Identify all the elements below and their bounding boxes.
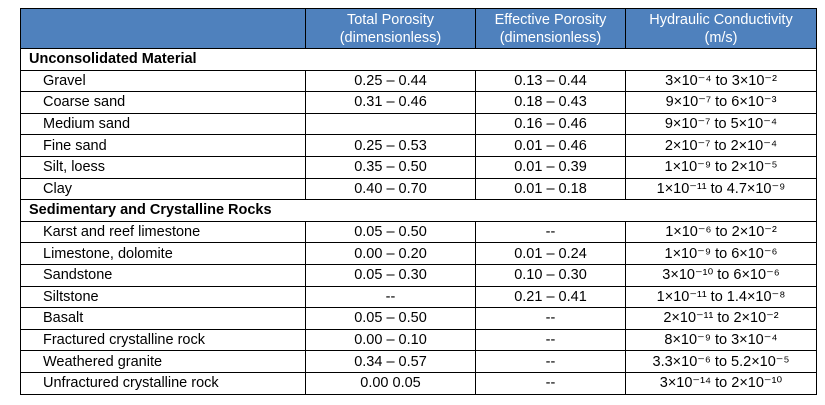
value-cell: --	[475, 328, 626, 352]
data-row: Basalt 0.05 – 0.50 -- 2×10⁻¹¹ to 2×10⁻²	[20, 307, 817, 330]
data-row: Unfractured crystalline rock 0.00 0.05 -- 3…	[20, 371, 817, 395]
header-cell: Total Porosity (dimensionless)	[305, 8, 476, 49]
value-cell: 0.34 – 0.57	[305, 350, 476, 373]
data-row: Fine sand 0.25 – 0.53 0.01 – 0.46 2×10⁻⁷ to…	[20, 134, 817, 157]
header-title: Total Porosity	[346, 11, 435, 28]
data-row: Limestone, dolomite 0.00 – 0.20 0.01 – 0.2…	[20, 242, 817, 265]
header-unit: (dimensionless)	[339, 29, 442, 46]
value-cell: 1×10⁻⁶ to 2×10⁻²	[625, 220, 817, 244]
value-cell: --	[475, 350, 626, 373]
data-row: Gravel 0.25 – 0.44 0.13 – 0.44 3×10⁻⁴ to 3×…	[20, 69, 817, 93]
value-cell: 3×10⁻⁴ to 3×10⁻²	[625, 69, 817, 93]
header-title: Hydraulic Conductivity	[649, 11, 793, 28]
data-row: Silt, loess 0.35 – 0.50 0.01 – 0.39 1×10⁻⁹ …	[20, 155, 817, 179]
value-cell: 0.00 – 0.10	[305, 328, 476, 352]
data-row: Medium sand 0.16 – 0.46 9×10⁻⁷ to 5×10⁻⁴	[20, 112, 817, 136]
header-cell: Hydraulic Conductivity (m/s)	[625, 8, 817, 49]
value-cell: 0.16 – 0.46	[475, 112, 626, 136]
value-cell: 0.05 – 0.50	[305, 220, 476, 244]
value-cell: 0.13 – 0.44	[475, 69, 626, 93]
value-cell: 0.01 – 0.39	[475, 155, 626, 179]
material-name: Unfractured crystalline rock	[20, 371, 306, 395]
header-unit: (m/s)	[704, 29, 738, 46]
value-cell: 0.01 – 0.46	[475, 134, 626, 157]
section-row: Sedimentary and Crystalline Rocks	[20, 199, 817, 222]
data-row: Clay 0.40 – 0.70 0.01 – 0.18 1×10⁻¹¹ to 4.7…	[20, 177, 817, 201]
data-row: Siltstone -- 0.21 – 0.41 1×10⁻¹¹ to 1.4×10⁻…	[20, 285, 817, 309]
value-cell: --	[475, 371, 626, 395]
value-cell: 0.00 – 0.20	[305, 242, 476, 265]
table: Total Porosity (dimensionless) Effective P…	[20, 8, 817, 395]
header-cell	[20, 8, 306, 49]
value-cell: 0.40 – 0.70	[305, 177, 476, 201]
material-name: Basalt	[20, 307, 306, 330]
material-name: Coarse sand	[20, 91, 306, 114]
value-cell: 1×10⁻⁹ to 2×10⁻⁵	[625, 155, 817, 179]
value-cell: 1×10⁻⁹ to 6×10⁻⁶	[625, 242, 817, 265]
value-cell: 0.35 – 0.50	[305, 155, 476, 179]
header-cell: Effective Porosity (dimensionless)	[475, 8, 626, 49]
value-cell: 3×10⁻¹⁰ to 6×10⁻⁶	[625, 263, 817, 287]
data-row: Weathered granite 0.34 – 0.57 -- 3.3×10⁻⁶ t…	[20, 350, 817, 373]
value-cell: 8×10⁻⁹ to 3×10⁻⁴	[625, 328, 817, 352]
value-cell: --	[475, 220, 626, 244]
value-cell: 2×10⁻¹¹ to 2×10⁻²	[625, 307, 817, 330]
value-cell: 0.05 – 0.30	[305, 263, 476, 287]
value-cell: 0.01 – 0.18	[475, 177, 626, 201]
section-title: Sedimentary and Crystalline Rocks	[20, 199, 817, 222]
material-name: Gravel	[20, 69, 306, 93]
value-cell: 0.18 – 0.43	[475, 91, 626, 114]
material-name: Fine sand	[20, 134, 306, 157]
material-name: Silt, loess	[20, 155, 306, 179]
data-row: Fractured crystalline rock 0.00 – 0.10 -- 8…	[20, 328, 817, 352]
value-cell: 1×10⁻¹¹ to 4.7×10⁻⁹	[625, 177, 817, 201]
material-name: Fractured crystalline rock	[20, 328, 306, 352]
value-cell: 0.21 – 0.41	[475, 285, 626, 309]
header-unit: (dimensionless)	[499, 29, 602, 46]
section-title: Unconsolidated Material	[20, 48, 817, 71]
value-cell: 0.00 0.05	[305, 371, 476, 395]
value-cell: 2×10⁻⁷ to 2×10⁻⁴	[625, 134, 817, 157]
data-row: Karst and reef limestone 0.05 – 0.50 -- 1×1…	[20, 220, 817, 244]
material-name: Clay	[20, 177, 306, 201]
section-row: Unconsolidated Material	[20, 48, 817, 71]
value-cell: 3×10⁻¹⁴ to 2×10⁻¹⁰	[625, 371, 817, 395]
value-cell: 9×10⁻⁷ to 5×10⁻⁴	[625, 112, 817, 136]
header-title: Effective Porosity	[494, 11, 607, 28]
value-cell: --	[475, 307, 626, 330]
data-row: Sandstone 0.05 – 0.30 0.10 – 0.30 3×10⁻¹⁰ t…	[20, 263, 817, 287]
value-cell: 0.01 – 0.24	[475, 242, 626, 265]
value-cell	[305, 112, 476, 136]
value-cell: 0.10 – 0.30	[475, 263, 626, 287]
material-name: Karst and reef limestone	[20, 220, 306, 244]
material-name: Medium sand	[20, 112, 306, 136]
value-cell: 0.25 – 0.44	[305, 69, 476, 93]
material-name: Siltstone	[20, 285, 306, 309]
value-cell: 0.25 – 0.53	[305, 134, 476, 157]
value-cell: 9×10⁻⁷ to 6×10⁻³	[625, 91, 817, 114]
material-name: Limestone, dolomite	[20, 242, 306, 265]
value-cell: 0.05 – 0.50	[305, 307, 476, 330]
value-cell: 3.3×10⁻⁶ to 5.2×10⁻⁵	[625, 350, 817, 373]
value-cell: --	[305, 285, 476, 309]
material-name: Sandstone	[20, 263, 306, 287]
header-row: Total Porosity (dimensionless) Effective P…	[20, 8, 817, 49]
data-row: Coarse sand 0.31 – 0.46 0.18 – 0.43 9×10⁻⁷ …	[20, 91, 817, 114]
value-cell: 0.31 – 0.46	[305, 91, 476, 114]
value-cell: 1×10⁻¹¹ to 1.4×10⁻⁸	[625, 285, 817, 309]
table-body: Unconsolidated Material Gravel 0.25 – 0.44…	[20, 48, 817, 395]
material-name: Weathered granite	[20, 350, 306, 373]
